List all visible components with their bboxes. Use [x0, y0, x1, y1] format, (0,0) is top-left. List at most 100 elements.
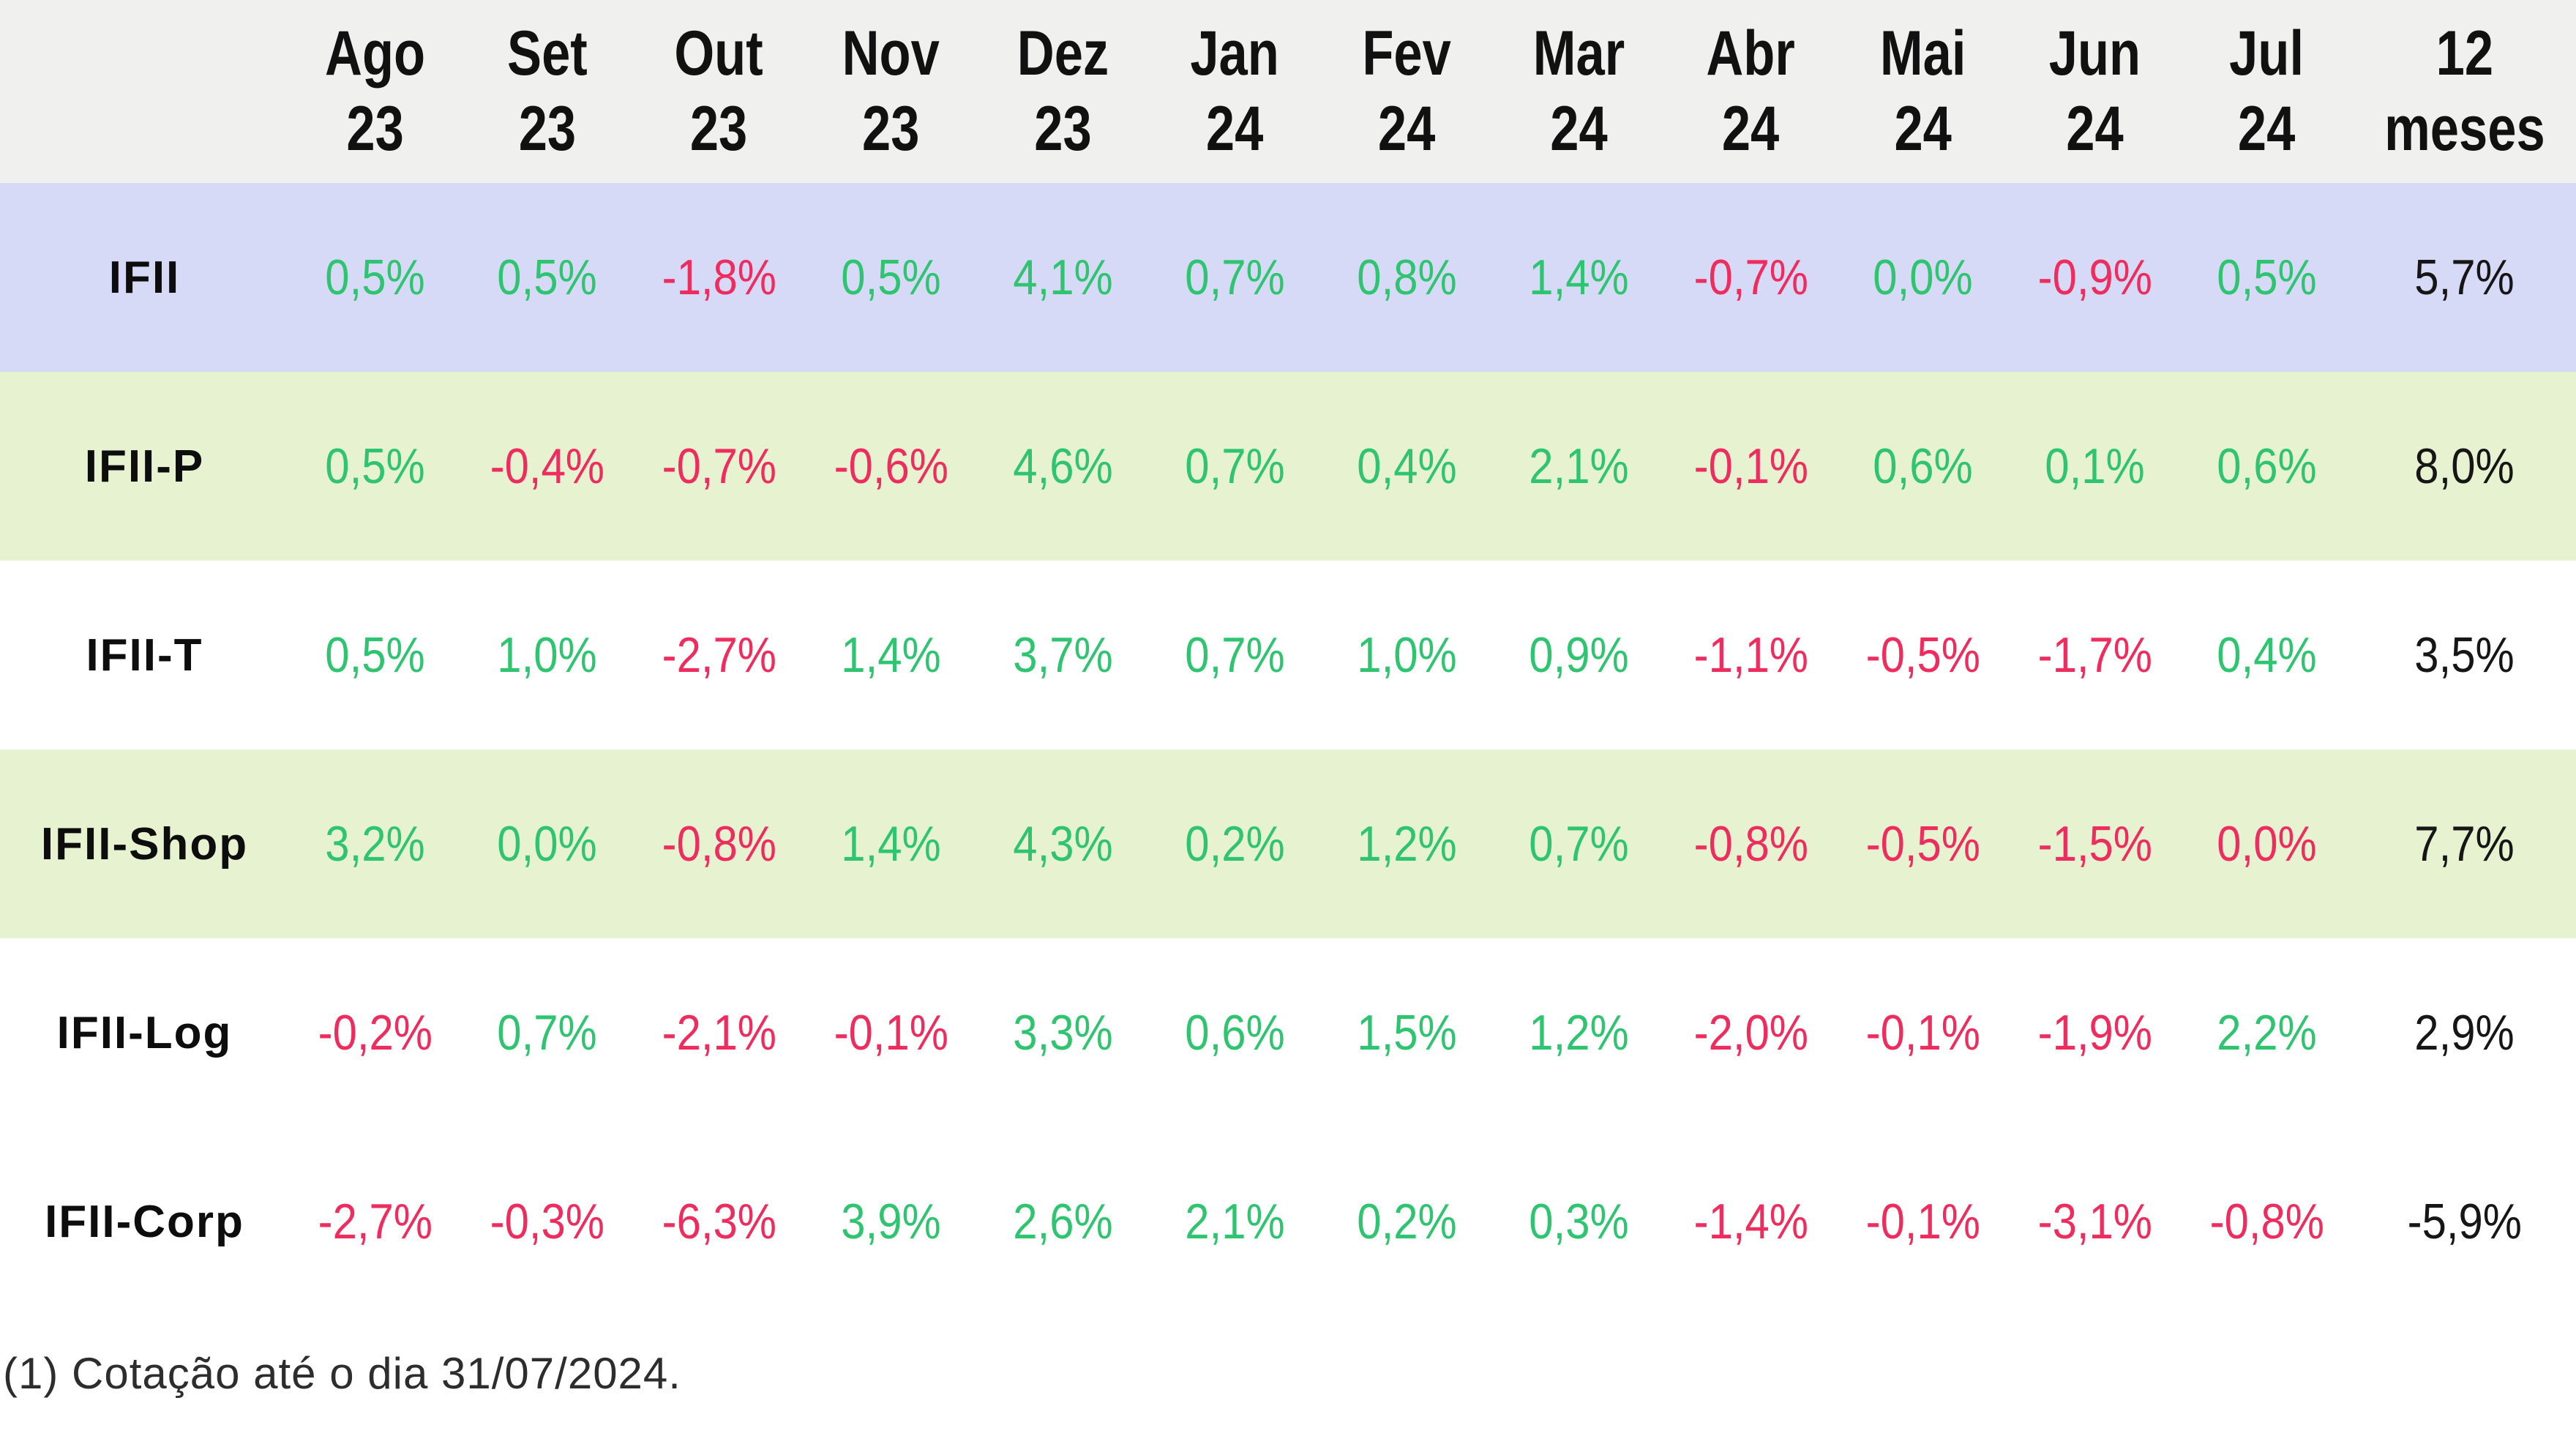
table-row: IFII-T 0,5% 1,0% -2,7% 1,4% 3,7% 0,7% 1,0% 0,9% -… — [0, 561, 2576, 749]
column-header-label: Nov 23 — [842, 18, 940, 164]
column-header: Mai 24 — [1837, 0, 2009, 183]
value-text: 4,1% — [1013, 250, 1113, 305]
value-text: 1,5% — [1357, 1005, 1457, 1061]
value-cell: -0,3% — [461, 1127, 633, 1316]
column-header-label: Fev 24 — [1362, 18, 1452, 164]
total-cell: 2,9% — [2353, 938, 2576, 1127]
column-header: Jun 24 — [2009, 0, 2181, 183]
value-cell: 1,2% — [1321, 749, 1493, 938]
column-header-label: Jan 24 — [1190, 18, 1280, 164]
value-cell: -1,8% — [633, 183, 805, 372]
value-cell: 3,2% — [289, 749, 461, 938]
value-text: -0,8% — [662, 816, 776, 872]
value-cell: 2,1% — [1493, 372, 1665, 561]
value-cell: -0,1% — [1837, 1127, 2009, 1316]
row-label: IFII-Corp — [45, 1196, 244, 1247]
column-header-label: Mar 24 — [1532, 18, 1625, 164]
value-cell: 1,0% — [461, 561, 633, 749]
column-header: Jan 24 — [1149, 0, 1321, 183]
value-text: -2,7% — [662, 627, 776, 683]
value-text: 0,7% — [1529, 816, 1629, 872]
value-cell: -0,5% — [1837, 749, 2009, 938]
value-cell: 0,4% — [1321, 372, 1493, 561]
value-cell: 4,6% — [977, 372, 1149, 561]
column-header-label: Out 23 — [674, 18, 764, 164]
value-cell: 0,7% — [1493, 749, 1665, 938]
value-cell: 0,6% — [2181, 372, 2353, 561]
value-text: 0,5% — [2217, 250, 2317, 305]
total-text: 7,7% — [2414, 816, 2515, 872]
value-text: 1,0% — [497, 627, 597, 683]
value-cell: -2,7% — [633, 561, 805, 749]
value-cell: 2,6% — [977, 1127, 1149, 1316]
value-text: -0,1% — [1865, 1194, 1980, 1249]
value-text: -1,8% — [662, 250, 776, 305]
value-cell: 2,1% — [1149, 1127, 1321, 1316]
value-cell: -0,6% — [805, 372, 977, 561]
value-text: -0,8% — [2209, 1194, 2324, 1249]
monthly-returns-table: Ago 23 Set 23 Out 23 Nov 23 Dez 23 Jan 24 Fev … — [0, 0, 2576, 1316]
value-text: 1,4% — [1529, 250, 1629, 305]
value-cell: 0,5% — [289, 183, 461, 372]
total-cell: -5,9% — [2353, 1127, 2576, 1316]
value-text: -2,7% — [318, 1194, 433, 1249]
value-text: -0,1% — [1693, 438, 1808, 494]
row-label: IFII-T — [86, 629, 203, 681]
value-text: 0,0% — [497, 816, 597, 872]
value-text: 4,3% — [1013, 816, 1113, 872]
value-text: -0,5% — [1865, 627, 1980, 683]
value-text: 0,5% — [325, 250, 425, 305]
value-cell: -1,9% — [2009, 938, 2181, 1127]
value-text: 3,9% — [841, 1194, 941, 1249]
value-cell: 0,1% — [2009, 372, 2181, 561]
value-cell: -0,1% — [1665, 372, 1837, 561]
value-cell: 0,0% — [2181, 749, 2353, 938]
column-header: Ago 23 — [289, 0, 461, 183]
value-cell: 0,9% — [1493, 561, 1665, 749]
column-header-label: Jul 24 — [2229, 18, 2304, 164]
value-cell: -0,2% — [289, 938, 461, 1127]
value-text: 2,6% — [1013, 1194, 1113, 1249]
value-cell: 3,3% — [977, 938, 1149, 1127]
column-header: Out 23 — [633, 0, 805, 183]
value-text: 0,2% — [1357, 1194, 1457, 1249]
value-text: -0,4% — [490, 438, 604, 494]
value-cell: 1,5% — [1321, 938, 1493, 1127]
value-cell: -1,4% — [1665, 1127, 1837, 1316]
value-text: 0,7% — [497, 1005, 597, 1061]
value-cell: -0,8% — [633, 749, 805, 938]
total-text: 8,0% — [2414, 438, 2515, 494]
value-cell: 4,3% — [977, 749, 1149, 938]
value-cell: 0,0% — [1837, 183, 2009, 372]
table-row: IFII-P 0,5% -0,4% -0,7% -0,6% 4,6% 0,7% 0,4% 2,1… — [0, 372, 2576, 561]
value-cell: -1,1% — [1665, 561, 1837, 749]
value-text: -0,7% — [662, 438, 776, 494]
value-text: 0,4% — [1357, 438, 1457, 494]
corner-cell — [0, 0, 289, 183]
total-text: 2,9% — [2414, 1005, 2515, 1061]
value-cell: -0,7% — [1665, 183, 1837, 372]
value-cell: 1,4% — [805, 561, 977, 749]
value-cell: 0,6% — [1149, 938, 1321, 1127]
total-text: -5,9% — [2407, 1194, 2522, 1249]
value-cell: 3,9% — [805, 1127, 977, 1316]
value-text: 0,4% — [2217, 627, 2317, 683]
value-cell: 0,0% — [461, 749, 633, 938]
column-header: 12 meses — [2353, 0, 2576, 183]
value-text: 0,8% — [1357, 250, 1457, 305]
table-row: IFII-Shop 3,2% 0,0% -0,8% 1,4% 4,3% 0,2% 1,2% 0,… — [0, 749, 2576, 938]
value-text: 0,3% — [1529, 1194, 1629, 1249]
value-cell: -0,1% — [1837, 938, 2009, 1127]
value-cell: 0,7% — [1149, 561, 1321, 749]
value-text: -0,1% — [1865, 1005, 1980, 1061]
value-text: -1,1% — [1693, 627, 1808, 683]
value-text: 1,4% — [841, 627, 941, 683]
value-text: 3,7% — [1013, 627, 1113, 683]
value-text: 0,6% — [1873, 438, 1973, 494]
value-cell: 0,6% — [1837, 372, 2009, 561]
column-header: Fev 24 — [1321, 0, 1493, 183]
value-text: -0,8% — [1693, 816, 1808, 872]
value-text: 1,4% — [841, 816, 941, 872]
value-text: 2,1% — [1529, 438, 1629, 494]
table-row: IFII 0,5% 0,5% -1,8% 0,5% 4,1% 0,7% 0,8% 1,4% -0,… — [0, 183, 2576, 372]
